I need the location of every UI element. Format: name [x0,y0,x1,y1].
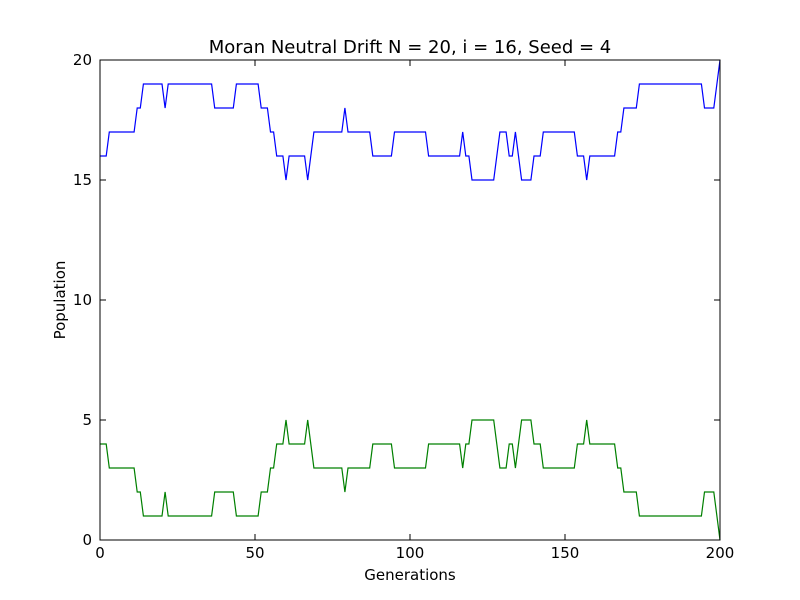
x-tick-label: 150 [551,544,580,562]
y-tick-label: 20 [73,51,92,69]
x-tick-label: 0 [95,544,105,562]
chart-title: Moran Neutral Drift N = 20, i = 16, Seed… [209,37,612,58]
series-layer [100,59,721,541]
y-tick-label: 0 [82,531,92,549]
x-axis-label: Generations [364,566,456,584]
x-tick-label: 200 [706,544,735,562]
x-tick-label: 50 [245,544,264,562]
plot-area-frame [99,59,721,541]
tick-layer: 0 50 100 150 200 0 5 10 15 20 [73,51,734,562]
series-line-2 [100,419,721,541]
y-axis-label: Population [51,261,69,340]
y-tick-label: 15 [73,171,92,189]
x-tick-label: 100 [396,544,425,562]
y-tick-label: 10 [73,291,92,309]
series-line-1 [100,59,721,181]
y-tick-label: 5 [82,411,92,429]
